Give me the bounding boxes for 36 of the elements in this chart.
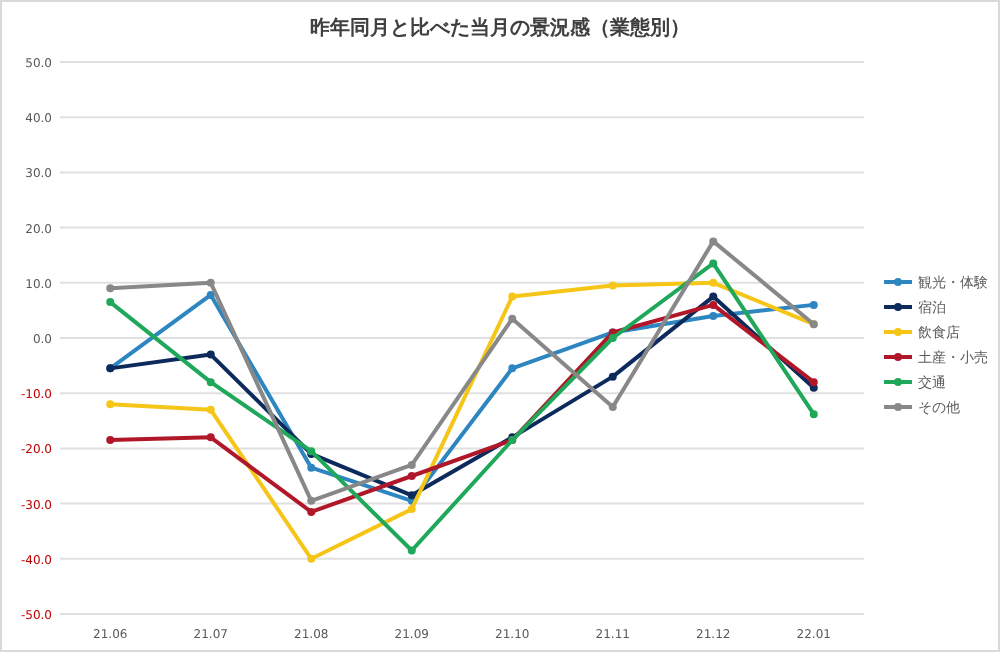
point <box>206 378 215 387</box>
point <box>407 460 416 469</box>
point <box>608 334 617 342</box>
point <box>508 364 517 373</box>
point <box>608 403 617 411</box>
point <box>508 292 517 301</box>
point <box>709 278 718 287</box>
point <box>809 300 818 309</box>
point <box>407 546 416 555</box>
point <box>106 298 115 307</box>
point <box>206 350 215 359</box>
point <box>106 284 115 293</box>
point <box>307 463 316 472</box>
point <box>407 505 416 514</box>
point <box>307 507 316 516</box>
point <box>106 400 115 409</box>
point <box>709 300 718 309</box>
point <box>709 311 718 320</box>
chart-title: 昨年同月と比べた当月の景況感（業態別） <box>310 16 690 40</box>
point <box>407 472 416 480</box>
point <box>307 496 316 505</box>
point <box>206 433 215 442</box>
point <box>307 554 316 563</box>
point <box>407 491 416 500</box>
point <box>508 314 517 323</box>
point <box>709 259 718 268</box>
point <box>106 436 115 445</box>
point <box>206 278 215 287</box>
point <box>809 410 818 419</box>
point <box>809 378 818 387</box>
point <box>206 405 215 414</box>
point <box>608 281 617 290</box>
point <box>206 290 215 299</box>
point <box>709 292 718 301</box>
point <box>608 372 617 381</box>
point <box>709 237 718 246</box>
